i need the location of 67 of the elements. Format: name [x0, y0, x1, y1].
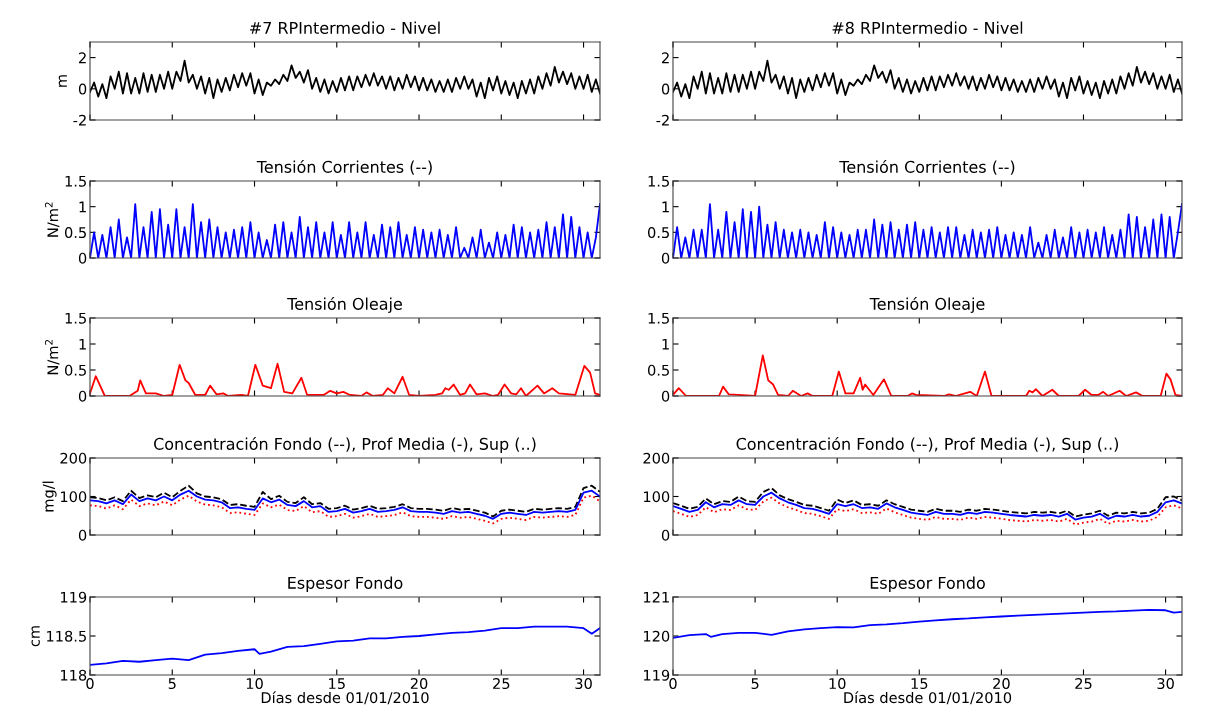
- y-tick-label: 1: [662, 338, 669, 350]
- y-axis-title: m: [58, 75, 67, 87]
- y-tick-label: 0: [78, 529, 87, 541]
- y-tick-label: 200: [60, 452, 87, 464]
- y-tick-label: 0: [661, 529, 670, 541]
- line-series: [90, 59, 600, 100]
- y-tick-label: 0: [661, 252, 670, 264]
- y-axis-title: mg/l: [42, 481, 57, 512]
- line-series: [90, 625, 600, 666]
- y-tick-label: -2: [73, 114, 86, 126]
- y-tick-label: 1: [79, 201, 86, 213]
- y-axis-title: cm: [31, 626, 40, 647]
- chart-title: Tensión Oleaje: [869, 296, 985, 313]
- x-tick-label: 20: [993, 678, 1010, 690]
- y-tick-label: 1.5: [648, 312, 669, 324]
- y-tick-label: 119: [643, 669, 670, 681]
- x-axis-title: Días desde 01/01/2010: [844, 691, 1012, 705]
- y-tick-label: 1: [79, 338, 86, 350]
- chart-title: Tensión Corrientes (--): [839, 159, 1015, 175]
- chart-title: Espesor Fondo: [870, 576, 985, 592]
- y-tick-label: 200: [643, 452, 670, 464]
- y-tick-label: 0: [78, 390, 87, 402]
- y-tick-label: 0: [661, 390, 670, 402]
- y-tick-label: -2: [656, 114, 669, 126]
- x-tick-label: 10: [246, 678, 263, 690]
- chart-title: Tensión Oleaje: [287, 296, 402, 313]
- y-tick-label: 118: [60, 669, 87, 681]
- y-tick-label: 120: [643, 630, 670, 642]
- x-tick-label: 15: [329, 678, 345, 690]
- chart-title: Concentración Fondo (--), Prof Media (-), Sup (..): [736, 436, 1119, 453]
- y-tick-label: 1.5: [65, 312, 86, 324]
- y-tick-label: 0.5: [64, 227, 86, 239]
- y-axis-title: N/m$^{2}$: [44, 339, 60, 375]
- y-tick-label: 0: [78, 83, 87, 95]
- y-tick-label: 0.5: [647, 364, 669, 376]
- line-series: [673, 608, 1182, 639]
- y-tick-label: 0: [78, 252, 87, 264]
- chart-title: Tensión Corrientes (--): [256, 159, 432, 175]
- line-series: [673, 59, 1182, 100]
- x-tick-label: 10: [829, 678, 846, 690]
- y-tick-label: 2: [662, 52, 669, 64]
- y-tick-label: 1: [662, 201, 669, 213]
- y-tick-label: 1.5: [65, 175, 86, 187]
- y-tick-label: 121: [643, 591, 669, 603]
- y-tick-label: 118.5: [47, 630, 86, 642]
- x-axis-title: Días desde 01/01/2010: [261, 691, 429, 705]
- chart-title: #8 RPIntermedio - Nivel: [832, 21, 1023, 34]
- chart-title: Concentración Fondo (--), Prof Media (-), Sup (..): [154, 436, 536, 453]
- y-tick-label: 119: [60, 591, 87, 603]
- chart-title: Espesor Fondo: [288, 576, 403, 592]
- x-tick-label: 20: [410, 678, 428, 690]
- x-tick-label: 15: [911, 678, 928, 690]
- y-tick-label: 100: [643, 491, 670, 503]
- y-tick-label: 0.5: [64, 364, 86, 376]
- x-tick-label: 30: [1157, 678, 1174, 690]
- y-tick-label: 0: [661, 83, 670, 95]
- y-tick-label: 0.5: [647, 227, 669, 239]
- y-tick-label: 2: [79, 52, 86, 64]
- chart-title: #7 RPIntermedio - Nivel: [250, 21, 440, 34]
- y-axis-title: N/m$^{2}$: [44, 202, 60, 237]
- x-tick-label: 5: [168, 678, 176, 690]
- y-tick-label: 1.5: [648, 175, 669, 187]
- x-tick-label: 5: [751, 678, 759, 690]
- x-tick-label: 30: [575, 678, 592, 690]
- x-tick-label: 25: [493, 678, 510, 690]
- x-tick-label: 25: [1075, 678, 1092, 690]
- y-tick-label: 100: [60, 491, 87, 503]
